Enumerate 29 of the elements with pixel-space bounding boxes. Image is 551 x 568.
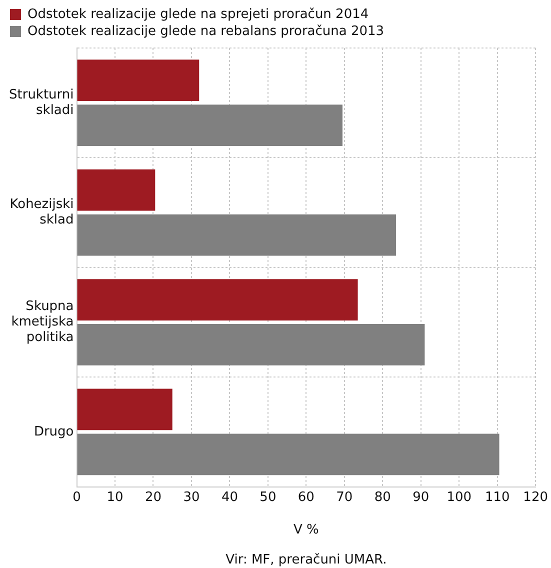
bar [77, 104, 343, 146]
x-tick-label: 110 [484, 490, 510, 505]
y-tick-label: Skupna kmetijska politika [11, 299, 74, 346]
bar [77, 214, 396, 256]
bar [77, 169, 156, 211]
x-tick-label: 60 [298, 490, 314, 505]
x-tick-label: 90 [412, 490, 430, 505]
x-tick-label: 20 [144, 490, 162, 505]
x-axis-title: V % [293, 522, 319, 538]
y-tick-label: Drugo [34, 424, 74, 440]
x-tick-label: 70 [336, 490, 353, 505]
x-tick-label: 0 [72, 490, 81, 505]
x-tick-label: 120 [523, 490, 548, 505]
x-tick-label: 40 [221, 490, 238, 505]
bar [77, 279, 358, 320]
legend-label: Odstotek realizacije glede na rebalans proračuna 2013 [28, 24, 384, 39]
y-tick-label: Kohezijski sklad [10, 197, 74, 228]
y-tick-label: Strukturni skladi [9, 87, 74, 118]
bar [77, 434, 500, 476]
x-tick-label: 50 [260, 490, 276, 505]
legend-label: Odstotek realizacije glede na sprejeti proračun 2014 [28, 6, 369, 22]
bar [77, 60, 200, 102]
x-tick-label: 30 [183, 490, 200, 505]
text: Vir: MF, preračuni UMAR. [226, 552, 387, 568]
x-tick-label: 100 [446, 490, 472, 505]
bar [77, 324, 425, 366]
x-tick-label: 80 [374, 490, 391, 505]
bar [77, 388, 172, 430]
x-tick-label: 10 [106, 490, 124, 505]
